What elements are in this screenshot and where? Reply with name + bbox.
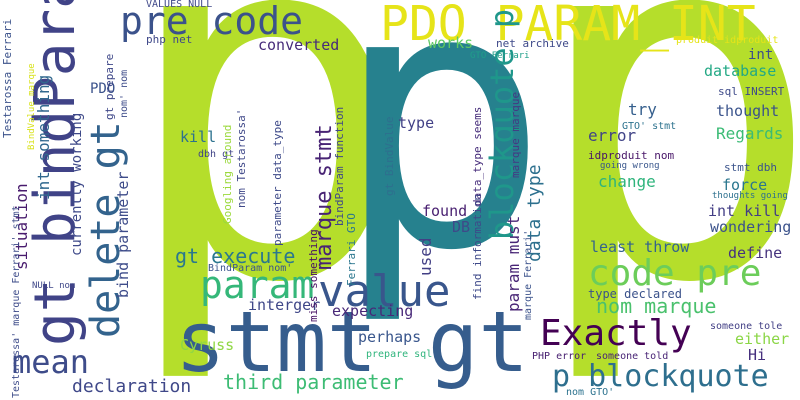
word-force: force: [722, 176, 768, 194]
word-googling-around: Googling around: [221, 124, 234, 224]
word-type-declared: type declared: [588, 287, 682, 301]
word-testarossa-marque-ferrari-stmt: Testarossa' marque Ferrari' stmt: [11, 205, 22, 398]
word-pdo-param-int: PDO PARAM_INT: [380, 0, 756, 52]
word-bindparam-function: bindParam function: [333, 106, 346, 226]
word-expecting: expecting: [332, 302, 414, 320]
word-stmt-dbh: stmt dbh: [724, 161, 777, 174]
word-perhaps: perhaps: [358, 328, 422, 346]
word-change: change: [598, 172, 656, 191]
word-int-something: int something: [34, 74, 53, 200]
word-wondering: wondering: [710, 218, 792, 236]
word-int-kill: int kill: [708, 202, 781, 220]
word-miss-something: miss something: [307, 229, 320, 322]
word-nom-gto: nom GTO': [566, 387, 615, 398]
word-third-parameter: third parameter: [223, 370, 404, 394]
word-parameter-data-type: parameter data_type: [271, 120, 284, 246]
word-values-null: VALUES NULL: [146, 0, 213, 10]
word-null-nom: NULL nom: [32, 281, 76, 291]
word-gto-ferrari: GTO Ferrari: [470, 51, 530, 61]
word-regards: Regards: [716, 124, 784, 143]
word-data-type-seems: data_type seems: [471, 106, 484, 206]
word-p-middle: p: [333, 0, 550, 329]
word-p-blockquote: p blockquote: [552, 359, 769, 394]
word-marque-ferrari: marque Ferrari': [523, 229, 534, 320]
word-bindvalue-marque: BindValue marque: [27, 63, 37, 150]
word-mean: mean: [12, 343, 90, 381]
word-define: define: [728, 244, 783, 262]
word-someone-tole: someone tole: [710, 321, 783, 332]
word-bind-parameter: bind parameter: [114, 171, 132, 298]
word-gt-prepare: gt prepare: [103, 53, 116, 120]
word-int: int: [748, 47, 774, 63]
word-php-error: PHP error: [532, 351, 587, 362]
word-exactly: Exactly: [540, 313, 692, 354]
word-marque-marque: marque marque: [509, 91, 522, 178]
word-pre-code: pre code: [120, 0, 304, 43]
word-found: found: [422, 202, 468, 220]
word-cyruss: Cyruss: [180, 336, 235, 354]
word-prepare-sql: prepare sql: [366, 349, 433, 360]
word-nom-testarossa: nom Testarossa': [235, 108, 248, 208]
word-php-net: php net: [146, 33, 193, 46]
word-p-left: p: [118, 0, 414, 390]
word-interger: interger: [248, 296, 321, 314]
word-nom-marque: nom marque: [596, 294, 717, 318]
word-type: type: [398, 114, 435, 132]
word-produit-idproduit: produit idproduit: [676, 35, 779, 46]
word-least-throw: least throw: [590, 238, 690, 256]
word-try: try: [628, 100, 657, 119]
word-converted: converted: [258, 36, 340, 54]
word-database: database: [704, 62, 777, 80]
word-net-archive: net archive: [496, 37, 569, 50]
word-thoughts-going: thoughts going: [712, 191, 788, 201]
word-works: works: [428, 34, 474, 52]
word-thought: thought: [716, 102, 780, 120]
word-gto-stmt: GTO' stmt: [622, 121, 677, 132]
word-bindparam-nom: BindParam nom': [208, 263, 293, 274]
word-code-pre: code pre: [588, 253, 762, 294]
word-sql-insert: sql INSERT: [718, 85, 785, 98]
word-find-information: find information: [471, 194, 484, 300]
word-error: error: [588, 126, 637, 145]
word-currently-working: currently working: [69, 112, 85, 256]
word-someone-told: someone told: [596, 351, 669, 362]
word-gt-bindvalue: gt BindValue: [383, 116, 396, 196]
word-used: used: [416, 237, 435, 276]
word-nom-nom: nom' nom: [119, 69, 130, 118]
word-ferrari-gto: Ferrari GTO: [345, 213, 358, 286]
word-declaration: declaration: [72, 376, 192, 397]
word-idproduit-nom: idproduit nom: [588, 149, 675, 162]
word-p-right: p: [528, 0, 800, 390]
word-db: DB: [452, 218, 471, 236]
word-pdo: PDO: [90, 81, 116, 97]
word-gt-execute: gt execute: [175, 244, 296, 268]
word-testarossa-ferrari: Testarossa Ferrari: [1, 18, 14, 138]
word-kill: kill: [180, 128, 217, 146]
word-going-wrong: going wrong: [600, 161, 660, 171]
word-either: either: [735, 330, 790, 348]
word-stmt-gt: stmt gt: [175, 293, 530, 391]
word-hi: Hi: [748, 346, 767, 364]
word-param-must: param must: [504, 215, 523, 312]
word-param: param: [200, 263, 315, 307]
word-dbh-gt: dbh gt: [198, 149, 235, 160]
word-value: value: [318, 266, 451, 317]
